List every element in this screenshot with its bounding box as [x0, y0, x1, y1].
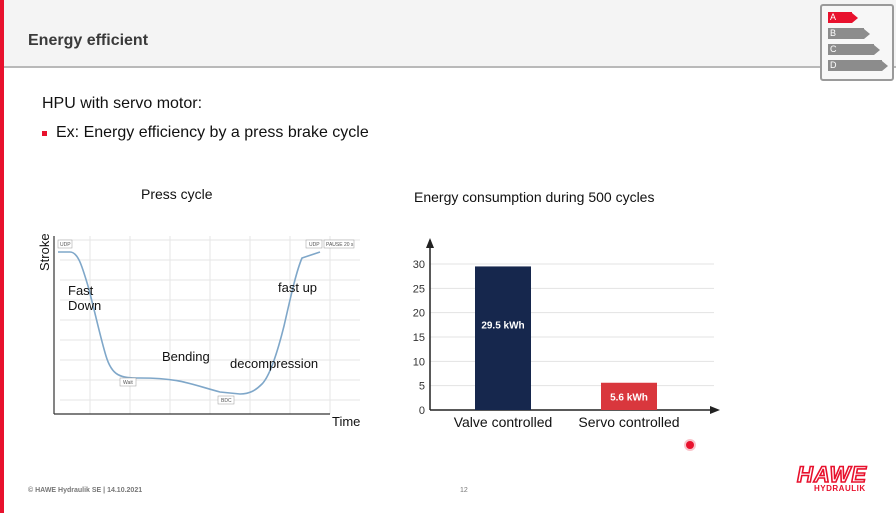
logo-wordmark: HAWE [797, 462, 867, 487]
energy-chart-caption: Energy consumption during 500 cycles [414, 189, 655, 205]
phase-fast-down: Fast Down [68, 283, 101, 313]
footer-copyright: © HAWE Hydraulik SE | 14.10.2021 [28, 487, 143, 494]
page-number: 12 [460, 487, 468, 494]
hawe-logo-icon: HAWE [796, 461, 867, 488]
energy-class-d: D [828, 60, 888, 71]
marker-bdc: BDC [221, 398, 232, 404]
bar [475, 266, 531, 410]
energy-class-b: B [828, 28, 870, 39]
energy-class-c: C [828, 44, 880, 55]
y-tick-label: 25 [413, 283, 425, 295]
marker-pause: PAUSE 20 s [326, 242, 354, 248]
energy-class-label: A [828, 12, 852, 23]
marker-box [57, 239, 73, 249]
energy-class-a: A [828, 12, 858, 23]
marker-box [119, 377, 137, 387]
logo-subtext: HYDRAULIK [814, 484, 866, 493]
chart-grid [430, 263, 714, 387]
y-tick-label: 30 [413, 259, 425, 271]
bar-data-label: 29.5 kWh [481, 320, 524, 331]
y-tick-label: 5 [419, 381, 425, 393]
x-axis-arrow-icon [710, 406, 720, 414]
energy-class-label: B [828, 28, 864, 39]
marker-wait: Wait [123, 380, 133, 386]
press-cycle-caption: Press cycle [141, 186, 213, 202]
phase-fast-up: fast up [278, 280, 317, 295]
energy-class-label: D [828, 60, 882, 71]
energy-efficiency-label-icon: A B C D [820, 4, 894, 81]
press-grid [60, 236, 360, 414]
bullet-item: Ex: Energy efficiency by a press brake c… [42, 124, 369, 142]
category-label: Valve controlled [454, 414, 553, 430]
y-axis-label: Stroke [37, 233, 52, 271]
bars: 29.5 kWh 5.6 kWh [475, 266, 657, 410]
x-axis-label: Time [332, 414, 360, 429]
bar [601, 382, 657, 410]
arrow-tip-icon [864, 28, 870, 39]
bullet-text: Ex: Energy efficiency by a press brake c… [56, 124, 369, 141]
energy-class-label: C [828, 44, 874, 55]
title-band [4, 0, 896, 68]
arrow-tip-icon [852, 12, 858, 23]
marker-box [305, 239, 323, 249]
marker-udp-end: UDP [309, 242, 320, 248]
accent-bar [0, 0, 4, 513]
phase-bending: Bending [162, 349, 210, 364]
marker-box [323, 239, 355, 249]
section-heading: HPU with servo motor: [42, 95, 203, 112]
phase-decompression: decompression [230, 356, 318, 371]
marker-udp-start: UDP [60, 242, 71, 248]
category-label: Servo controlled [578, 414, 679, 430]
y-tick-label: 10 [413, 356, 425, 368]
y-tick-label: 15 [413, 332, 425, 344]
bar-data-label: 5.6 kWh [610, 392, 648, 403]
arrow-tip-icon [874, 44, 880, 55]
y-tick-label: 20 [413, 308, 425, 320]
y-tick-label: 0 [419, 405, 425, 417]
category-labels: Valve controlled Servo controlled [454, 414, 680, 430]
pointer-icon [686, 441, 694, 449]
energy-bar-chart: 0 5 10 15 20 25 30 29.5 kWh 5.6 kWh Valve contr… [413, 238, 720, 430]
bullet-icon [42, 131, 47, 136]
stroke-curve [58, 251, 321, 395]
press-cycle-diagram: UDP Wait BDC UDP PAUSE 20 s Stroke Time … [37, 233, 360, 429]
y-axis-arrow-icon [426, 238, 434, 248]
slide-title: Energy efficient [28, 32, 149, 49]
marker-box [217, 395, 235, 405]
arrow-tip-icon [882, 60, 888, 71]
y-tick-labels: 0 5 10 15 20 25 30 [413, 259, 425, 417]
